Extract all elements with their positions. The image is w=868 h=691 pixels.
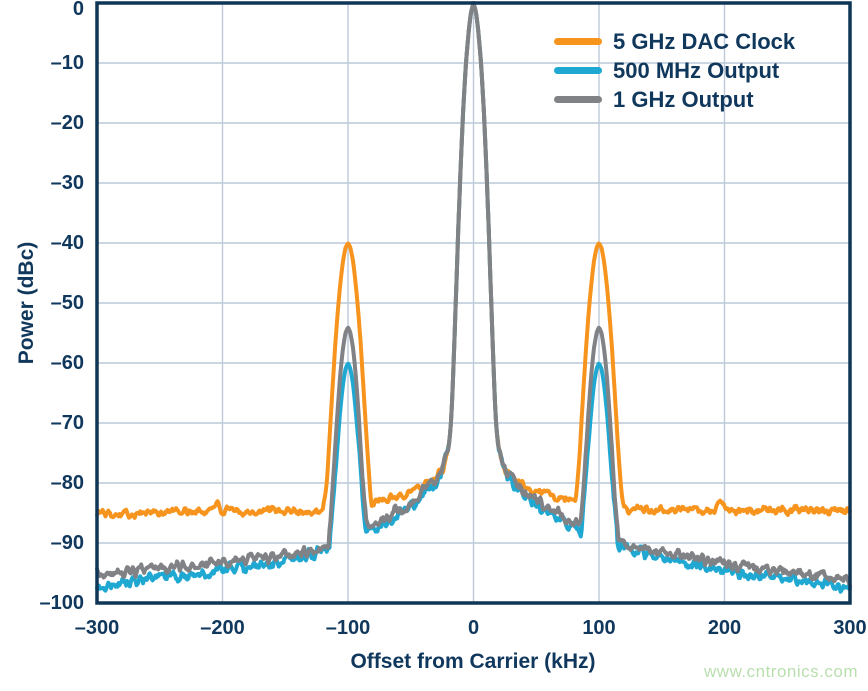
legend-label: 5 GHz DAC Clock <box>613 29 796 54</box>
legend-label: 1 GHz Output <box>613 87 754 112</box>
x-tick-label: 200 <box>707 617 742 639</box>
y-tick-label: –30 <box>50 172 84 194</box>
legend-item: 5 GHz DAC Clock <box>554 27 795 56</box>
y-tick-label: –90 <box>50 532 84 554</box>
y-tick-label: –10 <box>50 52 84 74</box>
x-tick-label: 0 <box>467 617 480 639</box>
x-axis-title: Offset from Carrier (kHz) <box>350 650 596 673</box>
y-tick-label: –20 <box>50 112 84 134</box>
y-tick-label: –70 <box>50 412 84 434</box>
plot-frame <box>95 1 852 605</box>
legend: 5 GHz DAC Clock 500 MHz Output 1 GHz Outpu… <box>554 27 795 114</box>
x-tick-label: –300 <box>74 617 120 639</box>
y-axis-title: Power (dBc) <box>15 241 38 365</box>
y-tick-label: –60 <box>50 352 84 374</box>
legend-label: 500 MHz Output <box>613 58 780 83</box>
watermark: www.cntronics.com <box>704 662 858 681</box>
x-tick-label: 300 <box>833 617 867 639</box>
x-tick-label: –200 <box>200 617 245 639</box>
legend-swatch <box>554 96 602 103</box>
x-tick-label: 100 <box>582 617 616 639</box>
legend-item: 1 GHz Output <box>554 85 795 114</box>
legend-swatch <box>554 67 602 74</box>
y-tick-label: –100 <box>39 592 85 614</box>
legend-swatch <box>554 38 602 45</box>
y-tick-label: 0 <box>72 0 84 20</box>
y-tick-label: –40 <box>50 232 84 254</box>
x-tick-label: –100 <box>325 617 371 639</box>
legend-item: 500 MHz Output <box>554 56 795 85</box>
y-tick-label: –50 <box>50 292 84 314</box>
y-tick-label: –80 <box>50 472 84 494</box>
